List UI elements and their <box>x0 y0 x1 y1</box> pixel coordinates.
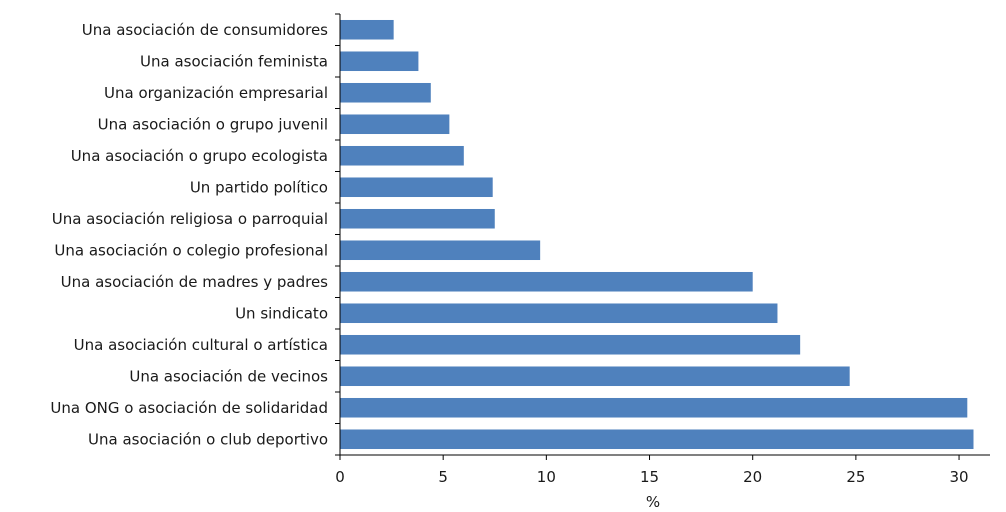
category-label: Una asociación o grupo ecologista <box>71 147 328 165</box>
x-tick-label: 30 <box>950 468 969 486</box>
bar <box>340 366 850 387</box>
bars-group <box>340 19 974 450</box>
category-label: Una asociación de consumidores <box>82 21 328 39</box>
y-tickmarks-group <box>335 13 340 456</box>
category-label: Una asociación feminista <box>140 52 328 70</box>
category-label: Un partido político <box>190 178 328 196</box>
bar <box>340 271 753 292</box>
category-label: Una ONG o asociación de solidaridad <box>50 399 328 417</box>
x-tick-label: 15 <box>640 468 659 486</box>
category-labels-group: Una asociación de consumidores Una asocia… <box>50 21 328 449</box>
category-label: Una asociación de madres y padres <box>61 273 329 291</box>
bar <box>340 429 974 450</box>
x-tick-label: 10 <box>537 468 556 486</box>
x-ticks-group: 0 5 10 15 20 25 30 <box>335 455 969 486</box>
bar <box>340 208 495 229</box>
bar <box>340 19 394 40</box>
bar <box>340 51 419 72</box>
bar <box>340 82 431 103</box>
bar <box>340 177 493 198</box>
x-tick-label: 20 <box>743 468 762 486</box>
x-tick-label: 5 <box>438 468 448 486</box>
bar <box>340 334 801 355</box>
x-axis-title: % <box>646 493 660 511</box>
x-tick-label: 0 <box>335 468 345 486</box>
category-label: Un sindicato <box>235 304 328 322</box>
category-label: Una asociación cultural o artística <box>74 336 328 354</box>
category-label: Una organización empresarial <box>104 84 328 102</box>
x-tick-label: 25 <box>846 468 865 486</box>
category-label: Una asociación o colegio profesional <box>54 241 328 259</box>
category-label: Una asociación o grupo juvenil <box>98 115 328 133</box>
bar <box>340 114 450 135</box>
bar <box>340 397 968 418</box>
bar <box>340 240 541 261</box>
bar <box>340 145 464 166</box>
bar <box>340 303 778 324</box>
category-label: Una asociación religiosa o parroquial <box>52 210 328 228</box>
category-label: Una asociación de vecinos <box>129 367 328 385</box>
category-label: Una asociación o club deportivo <box>88 430 328 448</box>
